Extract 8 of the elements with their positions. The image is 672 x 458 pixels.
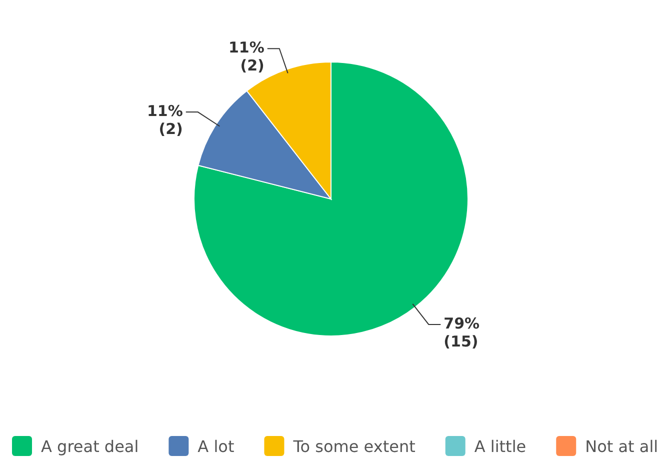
legend-label: To some extent xyxy=(292,437,416,456)
legend-label: Not at all xyxy=(585,437,658,456)
legend-label: A little xyxy=(474,437,526,456)
legend-label: A lot xyxy=(198,437,234,456)
legend-label: A great deal xyxy=(41,437,139,456)
data-label: 11% (2) xyxy=(228,38,264,75)
data-label: 79% (15) xyxy=(444,314,480,350)
data-label: 11% (2) xyxy=(146,102,183,138)
